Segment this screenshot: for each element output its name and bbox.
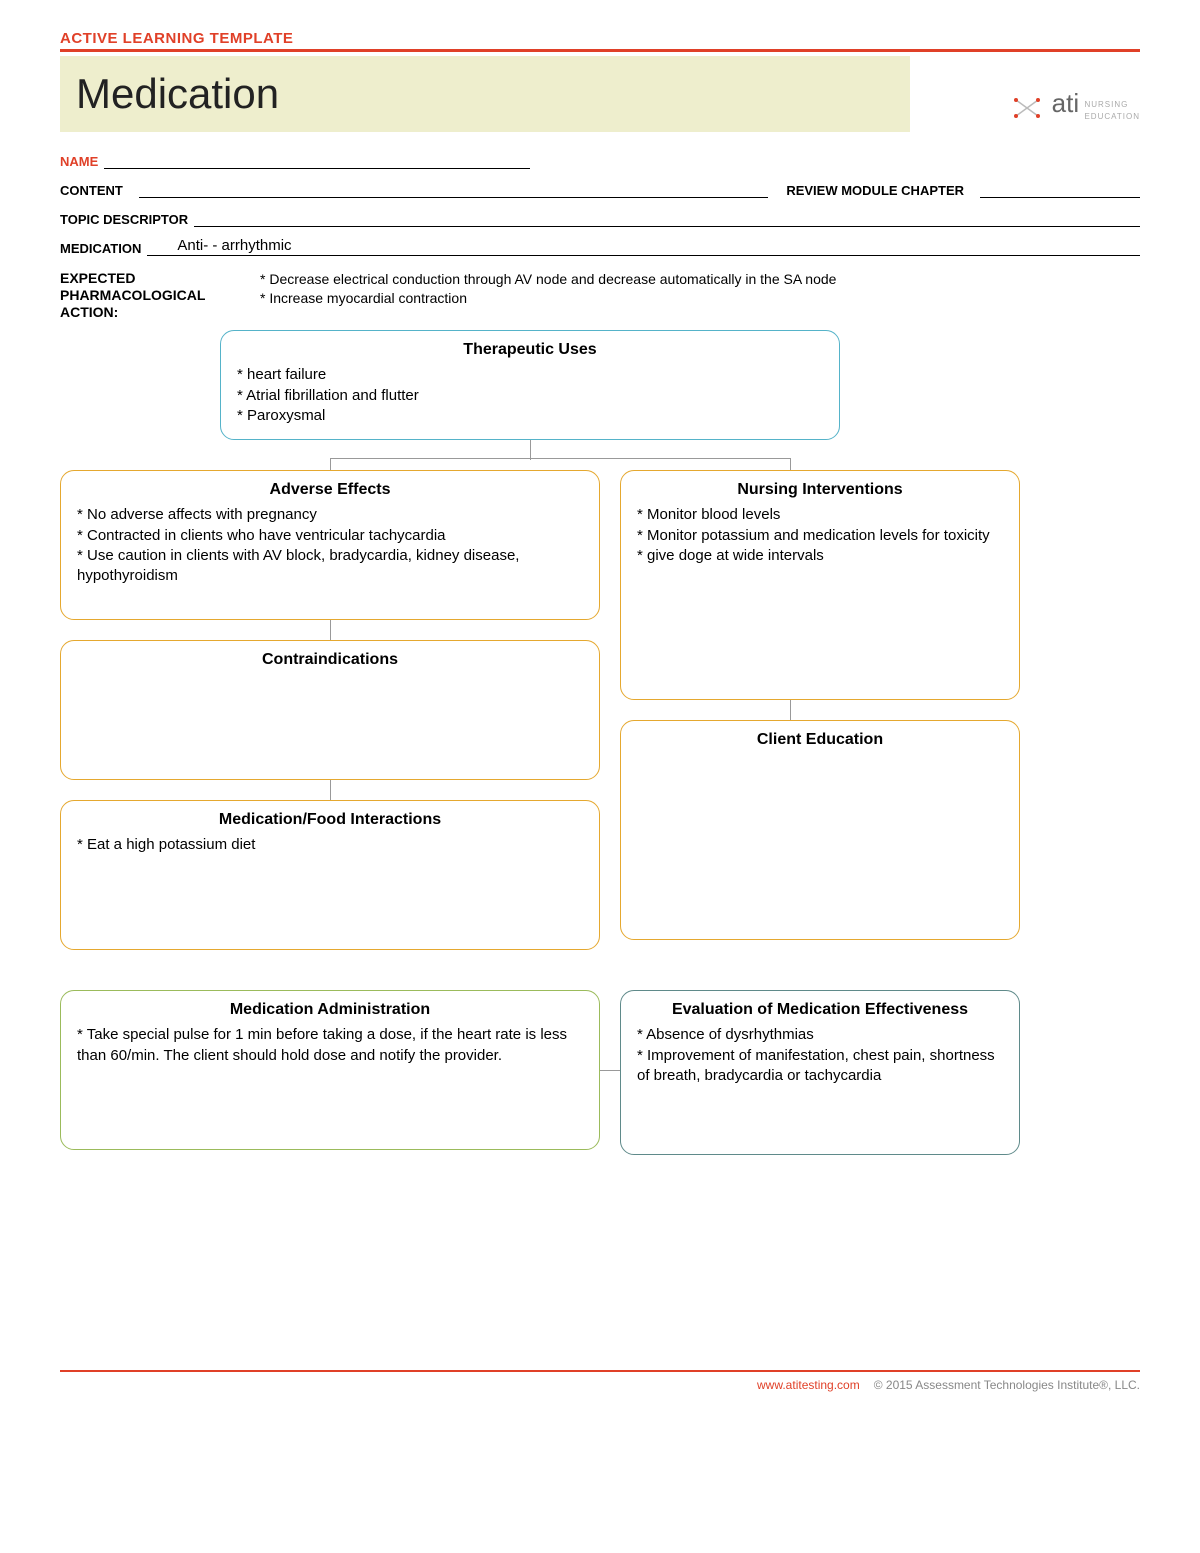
connector-4 — [330, 620, 331, 640]
medication-input[interactable]: Anti- - arrhythmic — [147, 242, 1140, 256]
topic-label: TOPIC DESCRIPTOR — [60, 212, 194, 227]
content-label: CONTENT — [60, 183, 129, 198]
box-title-evaluation: Evaluation of Medication Effectiveness — [637, 1001, 1003, 1019]
page: ACTIVE LEARNING TEMPLATE Medication ati … — [0, 0, 1200, 1412]
box-client_ed: Client Education — [620, 720, 1020, 940]
flow-area: Therapeutic Uses * heart failure * Atrial… — [60, 330, 1140, 1360]
medication-label: MEDICATION — [60, 241, 147, 256]
box-title-therapeutic: Therapeutic Uses — [237, 341, 823, 359]
box-nursing: Nursing Interventions * Monitor blood lev… — [620, 470, 1020, 700]
box-items-admin: * Take special pulse for 1 min before ta… — [77, 1025, 583, 1066]
box-title-contra: Contraindications — [77, 651, 583, 669]
box-title-interactions: Medication/Food Interactions — [77, 811, 583, 829]
box-items-nursing: * Monitor blood levels * Monitor potassi… — [637, 505, 1003, 566]
box-items-evaluation: * Absence of dysrhythmias * Improvement … — [637, 1025, 1003, 1086]
box-admin: Medication Administration * Take special … — [60, 990, 600, 1150]
footer: www.atitesting.com © 2015 Assessment Tec… — [60, 1370, 1140, 1392]
box-items-therapeutic: * heart failure * Atrial fibrillation an… — [237, 365, 823, 426]
box-title-client_ed: Client Education — [637, 731, 1003, 749]
name-label: NAME — [60, 154, 104, 169]
box-evaluation: Evaluation of Medication Effectiveness * … — [620, 990, 1020, 1155]
expected-body: * Decrease electrical conduction through… — [260, 270, 1140, 320]
brand-tag2: EDUCATION — [1084, 112, 1140, 121]
footer-copyright: © 2015 Assessment Technologies Institute… — [874, 1378, 1140, 1392]
connector-6 — [790, 700, 791, 720]
box-title-adverse: Adverse Effects — [77, 481, 583, 499]
box-interactions: Medication/Food Interactions * Eat a high… — [60, 800, 600, 950]
connector-3 — [790, 458, 791, 470]
title-bar: Medication — [60, 56, 910, 132]
review-input[interactable] — [980, 184, 1140, 198]
red-rule — [60, 49, 1140, 52]
box-title-admin: Medication Administration — [77, 1001, 583, 1019]
topic-input[interactable] — [194, 213, 1140, 227]
box-therapeutic: Therapeutic Uses * heart failure * Atrial… — [220, 330, 840, 440]
review-label: REVIEW MODULE CHAPTER — [786, 183, 970, 198]
box-contra: Contraindications — [60, 640, 600, 780]
brand-name: ati — [1052, 88, 1079, 118]
connector-1 — [330, 458, 790, 459]
connector-7 — [600, 1070, 620, 1071]
box-items-interactions: * Eat a high potassium diet — [77, 835, 583, 855]
box-adverse: Adverse Effects * No adverse affects with… — [60, 470, 600, 620]
medication-value: Anti- - arrhythmic — [177, 237, 291, 254]
meta-block: NAME CONTENT REVIEW MODULE CHAPTER TOPIC… — [60, 154, 1140, 320]
connector-0 — [530, 440, 531, 460]
top-label: ACTIVE LEARNING TEMPLATE — [60, 30, 340, 51]
box-items-adverse: * No adverse affects with pregnancy * Co… — [77, 505, 583, 586]
brand-tag1: NURSING — [1084, 100, 1128, 109]
name-input[interactable] — [104, 155, 530, 169]
brand-logo: ati NURSING EDUCATION — [1012, 90, 1140, 122]
connector-2 — [330, 458, 331, 470]
connector-5 — [330, 780, 331, 800]
footer-url: www.atitesting.com — [757, 1378, 860, 1392]
page-title: Medication — [76, 70, 279, 118]
expected-label: EXPECTED PHARMACOLOGICAL ACTION: — [60, 270, 260, 320]
box-title-nursing: Nursing Interventions — [637, 481, 1003, 499]
content-input[interactable] — [139, 184, 768, 198]
